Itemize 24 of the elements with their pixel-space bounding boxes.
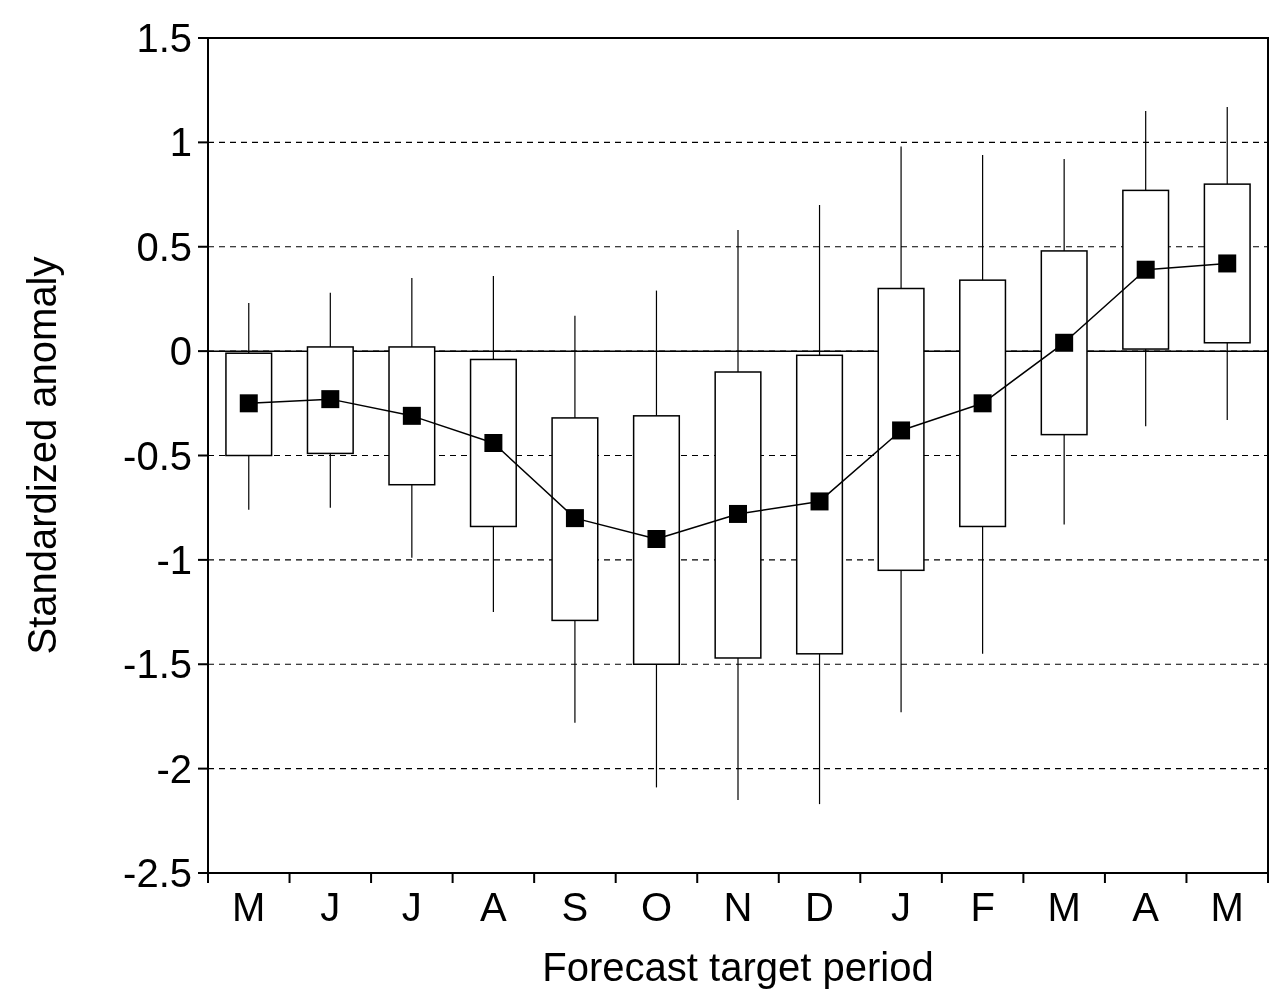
x-tick-label: A: [1132, 885, 1160, 929]
y-tick-label: 0.5: [136, 224, 192, 269]
y-tick-label: 1.5: [136, 16, 192, 60]
x-tick-label: M: [1047, 885, 1081, 929]
x-tick-label: J: [401, 885, 422, 929]
y-tick-label: -1: [156, 537, 192, 582]
x-tick-label: N: [723, 885, 753, 929]
y-tick-label: -2: [156, 746, 192, 791]
y-tick-label: -0.5: [123, 433, 192, 478]
x-tick-label: F: [970, 885, 995, 929]
x-tick-label: M: [1210, 885, 1244, 929]
y-tick-label: -2.5: [123, 851, 192, 895]
y-tick-label: 0: [169, 329, 192, 374]
y-axis-title: Standardized anomaly: [20, 256, 64, 655]
x-tick-label: O: [640, 885, 673, 929]
y-tick-label: -1.5: [123, 642, 192, 687]
x-tick-label: D: [805, 885, 834, 929]
x-axis-title: Forecast target period: [542, 945, 934, 989]
y-tick-label: 1: [169, 120, 192, 165]
x-tick-label: A: [480, 885, 508, 929]
x-tick-label: M: [232, 885, 266, 929]
x-tick-label: J: [320, 885, 341, 929]
x-tick-label: S: [561, 885, 589, 929]
x-tick-label: J: [891, 885, 912, 929]
